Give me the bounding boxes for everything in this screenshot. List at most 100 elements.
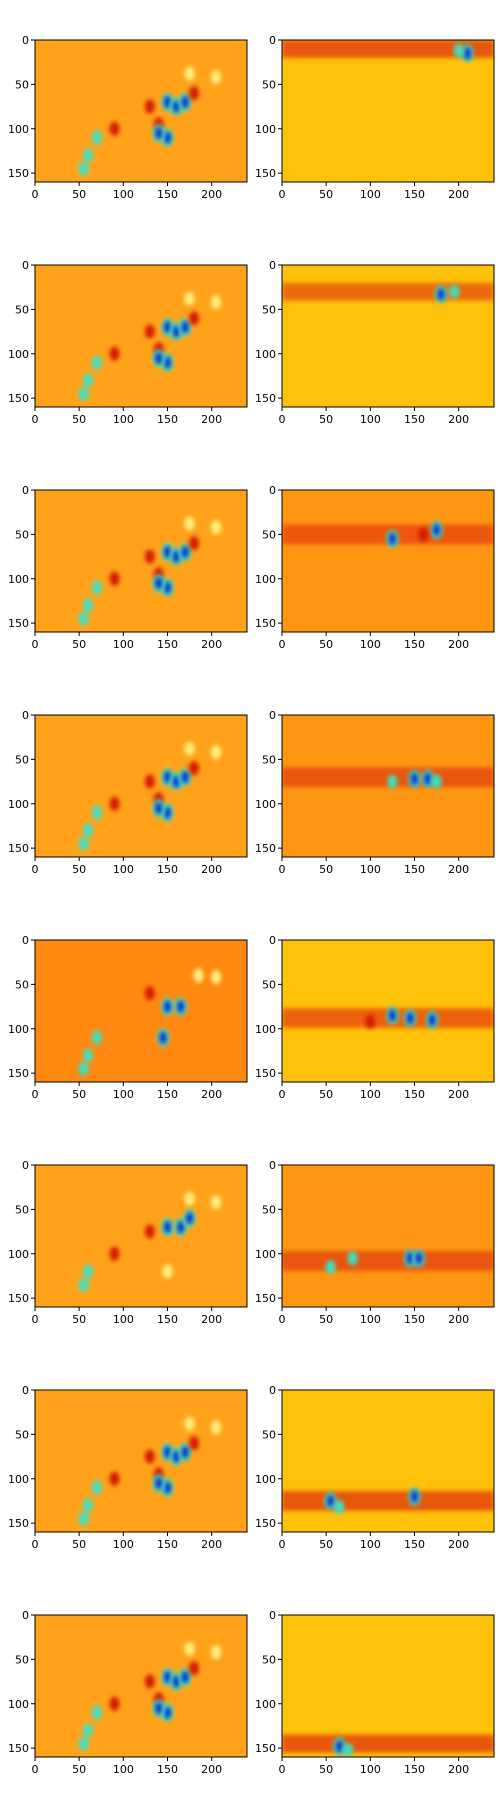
x-tick-label: 200 — [201, 413, 222, 426]
heatmap-hotspot — [164, 131, 171, 144]
heatmap-hotspot — [91, 805, 102, 820]
heatmap-background — [35, 1615, 247, 1757]
heatmap-hotspot — [415, 1252, 423, 1265]
x-tick-label: 50 — [319, 1313, 333, 1326]
heatmap-hotspot — [83, 1048, 93, 1063]
heatmap-hotspot — [109, 1696, 120, 1711]
heatmap-hotspot — [83, 823, 93, 838]
y-tick-label: 50 — [262, 978, 276, 991]
y-tick-label: 50 — [15, 78, 29, 91]
heatmap-hotspot — [347, 1251, 358, 1266]
x-tick-label: 0 — [32, 188, 39, 201]
heatmap-band — [282, 1734, 494, 1753]
y-tick-label: 0 — [269, 1384, 276, 1397]
heatmap-hotspot — [83, 1498, 93, 1513]
y-tick-label: 150 — [255, 167, 276, 180]
y-tick-label: 150 — [8, 1292, 29, 1305]
heatmap-hotspot — [334, 1500, 345, 1515]
heatmap-hotspot — [343, 1742, 354, 1757]
heatmap-hotspot — [411, 1490, 418, 1503]
y-tick-label: 150 — [8, 617, 29, 630]
axes-frame — [281, 1164, 495, 1308]
axes-frame — [281, 264, 495, 408]
axes-frame — [281, 1614, 495, 1758]
y-tick-label: 150 — [255, 1742, 276, 1755]
x-tick-label: 150 — [404, 188, 425, 201]
heatmap-hotspot — [172, 100, 180, 113]
heatmap-background — [35, 715, 247, 857]
axes-frame — [281, 714, 495, 858]
y-tick-label: 100 — [255, 1473, 276, 1486]
x-tick-label: 50 — [72, 638, 86, 651]
x-tick-label: 0 — [32, 1538, 39, 1551]
x-tick-label: 0 — [279, 863, 286, 876]
y-tick-label: 0 — [22, 709, 29, 722]
x-tick-label: 100 — [113, 1538, 134, 1551]
heatmap-panel-r4c2 — [282, 715, 494, 857]
heatmap-panel-r4c1 — [35, 715, 247, 857]
y-tick-label: 50 — [15, 303, 29, 316]
axes-frame — [34, 489, 248, 633]
axes-frame — [281, 939, 495, 1083]
x-tick-label: 150 — [157, 863, 178, 876]
heatmap-hotspot — [211, 970, 222, 985]
x-tick-label: 100 — [113, 863, 134, 876]
y-tick-label: 100 — [8, 798, 29, 811]
heatmap-panel-r8c1 — [35, 1615, 247, 1757]
y-tick-label: 100 — [8, 348, 29, 361]
y-tick-label: 150 — [8, 1742, 29, 1755]
heatmap-panel-r1c1 — [35, 40, 247, 182]
y-tick-label: 150 — [8, 167, 29, 180]
heatmap-hotspot — [424, 772, 432, 785]
heatmap-hotspot — [164, 321, 171, 334]
heatmap-hotspot — [365, 1014, 376, 1029]
y-tick-label: 0 — [269, 709, 276, 722]
x-tick-label: 200 — [448, 1313, 469, 1326]
heatmap-hotspot — [211, 295, 222, 310]
y-tick-label: 100 — [8, 1023, 29, 1036]
x-tick-label: 150 — [404, 1763, 425, 1776]
heatmap-hotspot — [144, 986, 155, 1001]
y-tick-label: 50 — [15, 978, 29, 991]
heatmap-hotspot — [144, 1224, 155, 1239]
heatmap-hotspot — [406, 1252, 414, 1265]
heatmap-hotspot — [189, 761, 199, 776]
heatmap-panel-r5c2 — [282, 940, 494, 1082]
heatmap-background — [35, 1390, 247, 1532]
y-tick-label: 0 — [269, 934, 276, 947]
y-tick-label: 50 — [15, 528, 29, 541]
heatmap-hotspot — [109, 346, 120, 361]
x-tick-label: 0 — [279, 1313, 286, 1326]
x-tick-label: 0 — [32, 863, 39, 876]
heatmap-hotspot — [211, 1420, 222, 1435]
x-tick-label: 0 — [32, 1088, 39, 1101]
heatmap-hotspot — [418, 527, 429, 542]
y-tick-label: 0 — [22, 1159, 29, 1172]
heatmap-hotspot — [172, 1450, 180, 1463]
heatmap-hotspot — [164, 581, 171, 594]
x-tick-label: 100 — [360, 1088, 381, 1101]
x-tick-label: 200 — [201, 1313, 222, 1326]
heatmap-hotspot — [437, 288, 445, 301]
x-tick-label: 0 — [32, 1763, 39, 1776]
y-tick-label: 100 — [8, 1698, 29, 1711]
x-tick-label: 200 — [448, 863, 469, 876]
heatmap-background — [282, 40, 494, 182]
heatmap-hotspot — [431, 774, 442, 789]
heatmap-hotspot — [109, 1471, 120, 1486]
heatmap-background — [35, 1165, 247, 1307]
heatmap-hotspot — [211, 1195, 222, 1210]
y-tick-label: 0 — [269, 484, 276, 497]
y-tick-label: 150 — [8, 1067, 29, 1080]
y-tick-label: 150 — [255, 617, 276, 630]
heatmap-panel-r2c1 — [35, 265, 247, 407]
heatmap-background — [282, 1615, 494, 1757]
heatmap-background — [282, 1165, 494, 1307]
x-tick-label: 200 — [448, 413, 469, 426]
heatmap-hotspot — [428, 1013, 436, 1026]
heatmap-hotspot — [335, 1740, 343, 1753]
x-tick-label: 0 — [279, 1538, 286, 1551]
x-tick-label: 200 — [448, 1538, 469, 1551]
x-tick-label: 100 — [360, 863, 381, 876]
